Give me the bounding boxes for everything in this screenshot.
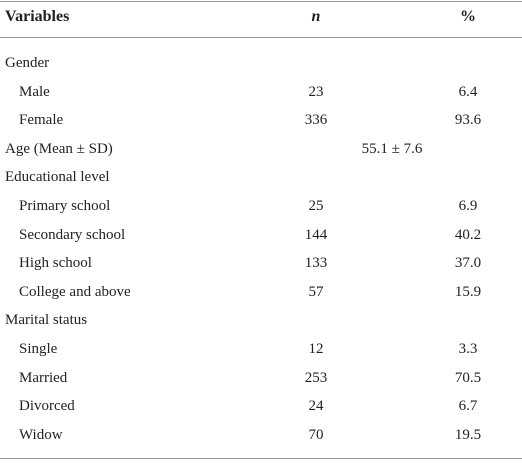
row-label: Male: [19, 83, 50, 100]
row-label: College and above: [19, 283, 131, 300]
section-label: Marital status: [5, 312, 88, 329]
percent-value: 40.2: [454, 226, 482, 243]
top-rule: [0, 1, 522, 2]
summary-value: 55.1 ± 7.6: [361, 140, 423, 157]
percent-value: 37.0: [454, 255, 482, 272]
row-label: Secondary school: [19, 226, 126, 243]
header-variables: Variables: [5, 8, 70, 25]
row-label: Divorced: [19, 398, 75, 415]
count-value: 336: [304, 112, 328, 129]
percent-value: 3.3: [458, 341, 478, 357]
percent-value: 6.9: [458, 198, 478, 214]
row-label: Age (Mean ± SD): [5, 140, 113, 157]
count-value: 23: [308, 83, 324, 100]
section-label: Educational level: [5, 169, 110, 186]
header-percent: %: [460, 8, 476, 25]
count-value: 133: [304, 255, 328, 272]
row-label: Single: [19, 341, 58, 357]
count-value: 24: [308, 398, 324, 415]
count-value: 70: [308, 426, 324, 443]
percent-value: 19.5: [454, 426, 482, 443]
percent-value: 6.7: [458, 398, 478, 415]
row-label: Widow: [19, 426, 63, 443]
row-label: Primary school: [19, 198, 111, 214]
section-label: Gender: [5, 55, 50, 71]
row-label: Married: [19, 369, 68, 386]
header-n: n: [311, 8, 321, 25]
bottom-rule: [0, 458, 522, 459]
count-value: 253: [304, 369, 328, 386]
row-label: Female: [19, 112, 64, 129]
count-value: 12: [308, 341, 324, 357]
percent-value: 93.6: [454, 112, 482, 129]
header-rule: [0, 37, 522, 38]
percent-value: 6.4: [458, 83, 478, 100]
count-value: 144: [304, 226, 328, 243]
count-value: 25: [308, 198, 324, 214]
percent-value: 70.5: [454, 369, 482, 386]
count-value: 57: [308, 283, 324, 300]
percent-value: 15.9: [454, 283, 482, 300]
row-label: High school: [19, 255, 92, 272]
